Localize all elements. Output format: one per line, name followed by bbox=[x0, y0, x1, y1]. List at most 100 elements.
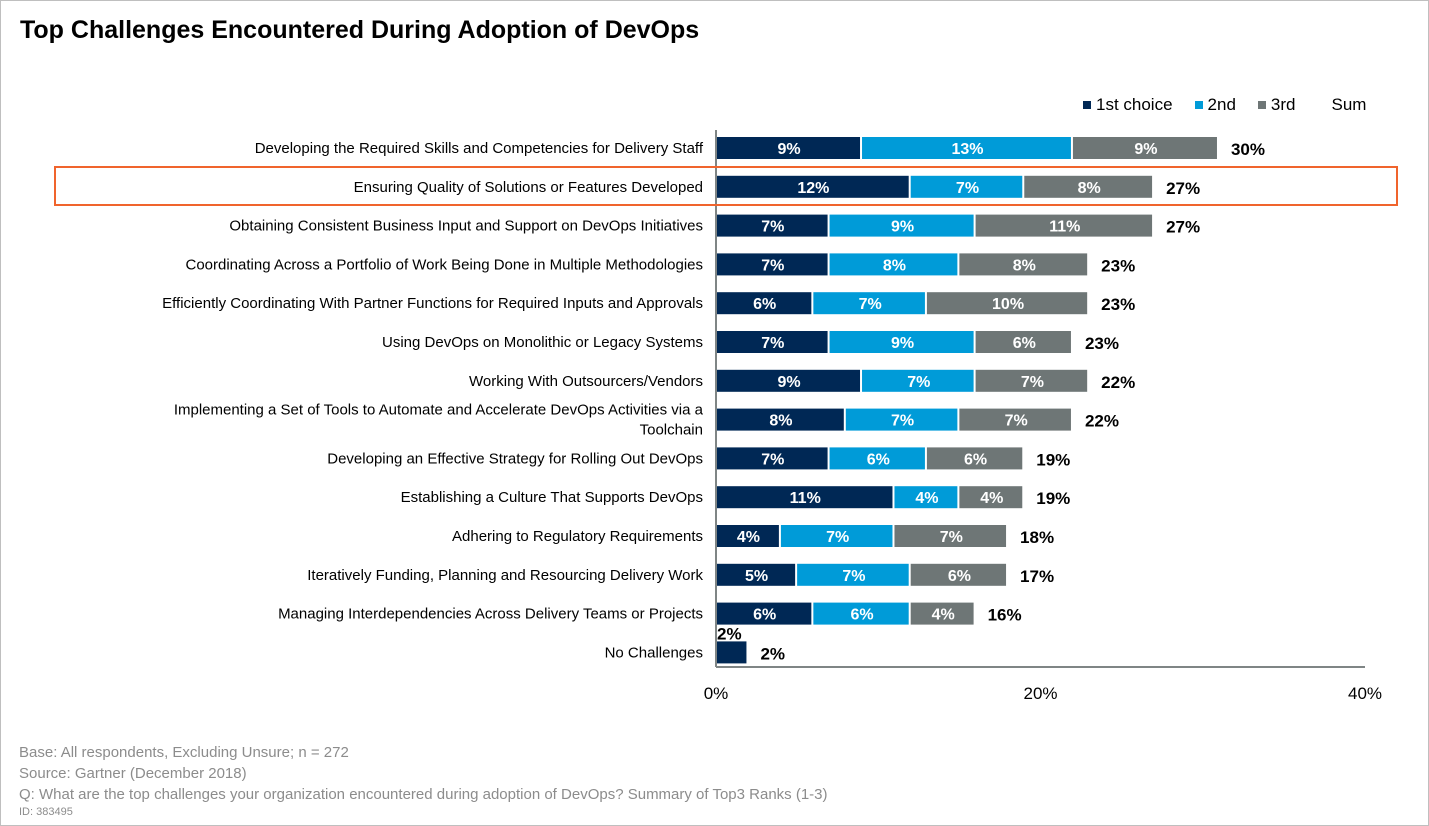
bar-segment bbox=[716, 408, 844, 431]
bar-segment bbox=[926, 292, 1088, 315]
segment-label: 6% bbox=[850, 607, 873, 624]
segment-label: 7% bbox=[761, 335, 784, 352]
footer-question: Q: What are the top challenges your orga… bbox=[19, 786, 828, 803]
bar-segment bbox=[910, 602, 974, 625]
bar-segment bbox=[716, 602, 812, 625]
sum-label: 16% bbox=[988, 606, 1022, 625]
category-label: Coordinating Across a Portfolio of Work … bbox=[186, 256, 704, 273]
bar-segment bbox=[716, 369, 861, 392]
bar-segment bbox=[716, 253, 828, 276]
segment-label: 7% bbox=[891, 413, 914, 430]
category-label: Implementing a Set of Tools to Automate … bbox=[174, 402, 704, 419]
footer-source: Source: Gartner (December 2018) bbox=[19, 765, 247, 782]
legend-item-2nd: 2nd bbox=[1194, 95, 1236, 115]
bar-segment bbox=[797, 563, 909, 586]
segment-label: 7% bbox=[761, 219, 784, 236]
bar-segment bbox=[716, 641, 747, 664]
bar-segment bbox=[829, 214, 974, 237]
bar-segment bbox=[829, 447, 925, 470]
x-tick-label: 0% bbox=[704, 684, 729, 703]
legend-swatch bbox=[1257, 101, 1266, 109]
footer-id: ID: 383495 bbox=[19, 806, 73, 818]
sum-label: 22% bbox=[1085, 412, 1119, 431]
sum-label: 27% bbox=[1166, 179, 1200, 198]
bar-segment bbox=[829, 331, 974, 353]
legend-swatch bbox=[1083, 101, 1091, 109]
bar-segment bbox=[910, 175, 1023, 198]
bar-segment bbox=[716, 486, 893, 509]
bar-segment bbox=[716, 447, 828, 470]
bar-segment bbox=[862, 369, 974, 392]
footer: Base: All respondents, Excluding Unsure;… bbox=[19, 742, 828, 819]
segment-label: 6% bbox=[964, 451, 987, 468]
x-tick-label: 20% bbox=[1023, 684, 1057, 703]
segment-label: 4% bbox=[980, 490, 1003, 507]
category-label: Iteratively Funding, Planning and Resour… bbox=[307, 567, 703, 584]
bar-segment bbox=[813, 292, 925, 315]
bar-segment bbox=[959, 486, 1023, 509]
segment-label: 7% bbox=[859, 296, 882, 313]
x-tick-label: 40% bbox=[1348, 684, 1382, 703]
legend: 1st choice 2nd 3rd Sum bbox=[1083, 95, 1388, 115]
segment-label: 7% bbox=[761, 257, 784, 274]
category-label: Establishing a Culture That Supports Dev… bbox=[401, 489, 703, 506]
segment-label: 13% bbox=[951, 141, 983, 158]
segment-label: 5% bbox=[745, 568, 768, 585]
sum-label: 23% bbox=[1085, 334, 1119, 353]
bar-segment bbox=[813, 602, 909, 625]
legend-label: 3rd bbox=[1270, 95, 1296, 114]
segment-label: 7% bbox=[907, 374, 930, 391]
sum-label: 17% bbox=[1020, 567, 1054, 586]
category-label: No Challenges bbox=[605, 644, 703, 661]
legend-item-1st: 1st choice bbox=[1083, 95, 1173, 115]
bar-segment bbox=[975, 331, 1071, 353]
bar-segment bbox=[1024, 175, 1153, 198]
category-label: Adhering to Regulatory Requirements bbox=[452, 528, 703, 545]
sum-label: 19% bbox=[1036, 489, 1070, 508]
segment-label: 10% bbox=[992, 296, 1024, 313]
segment-label: 9% bbox=[1134, 141, 1157, 158]
bar-segment bbox=[975, 369, 1088, 392]
category-label: Working With Outsourcers/Vendors bbox=[469, 373, 703, 390]
bar-segment bbox=[862, 137, 1071, 159]
category-label: Developing an Effective Strategy for Rol… bbox=[327, 450, 703, 467]
category-label: Using DevOps on Monolithic or Legacy Sys… bbox=[382, 334, 703, 351]
segment-label: 9% bbox=[891, 335, 914, 352]
bar-segment bbox=[716, 292, 812, 315]
segment-label: 2% bbox=[717, 624, 742, 643]
bar-segment bbox=[716, 214, 828, 237]
bar-segment bbox=[716, 563, 796, 586]
segment-label: 7% bbox=[842, 568, 865, 585]
segment-label: 7% bbox=[1021, 374, 1044, 391]
segment-label: 9% bbox=[777, 374, 800, 391]
segment-label: 7% bbox=[826, 529, 849, 546]
bar-segment bbox=[716, 175, 909, 198]
segment-label: 6% bbox=[867, 451, 890, 468]
segment-label: 7% bbox=[761, 451, 784, 468]
segment-label: 8% bbox=[1078, 180, 1101, 197]
legend-item-3rd: 3rd bbox=[1257, 95, 1296, 115]
legend-label: 1st choice bbox=[1096, 95, 1173, 114]
bar-segment bbox=[716, 137, 861, 159]
sum-label: 2% bbox=[760, 644, 785, 663]
segment-label: 8% bbox=[883, 257, 906, 274]
segment-label: 4% bbox=[915, 490, 938, 507]
sum-label: 30% bbox=[1231, 140, 1265, 159]
category-label: Toolchain bbox=[640, 422, 703, 439]
sum-label: 19% bbox=[1036, 450, 1070, 469]
sum-label: 23% bbox=[1101, 295, 1135, 314]
legend-item-sum: Sum bbox=[1332, 95, 1367, 115]
segment-label: 6% bbox=[948, 568, 971, 585]
segment-label: 4% bbox=[737, 529, 760, 546]
bar-segment bbox=[910, 563, 1007, 586]
bar-segment bbox=[894, 486, 958, 509]
segment-label: 9% bbox=[891, 219, 914, 236]
legend-swatch bbox=[1194, 101, 1203, 109]
sum-label: 18% bbox=[1020, 528, 1054, 547]
bar-segment bbox=[894, 525, 1007, 547]
sum-label: 22% bbox=[1101, 373, 1135, 392]
segment-label: 4% bbox=[932, 607, 955, 624]
category-label: Developing the Required Skills and Compe… bbox=[255, 140, 704, 157]
segment-label: 8% bbox=[1013, 257, 1036, 274]
